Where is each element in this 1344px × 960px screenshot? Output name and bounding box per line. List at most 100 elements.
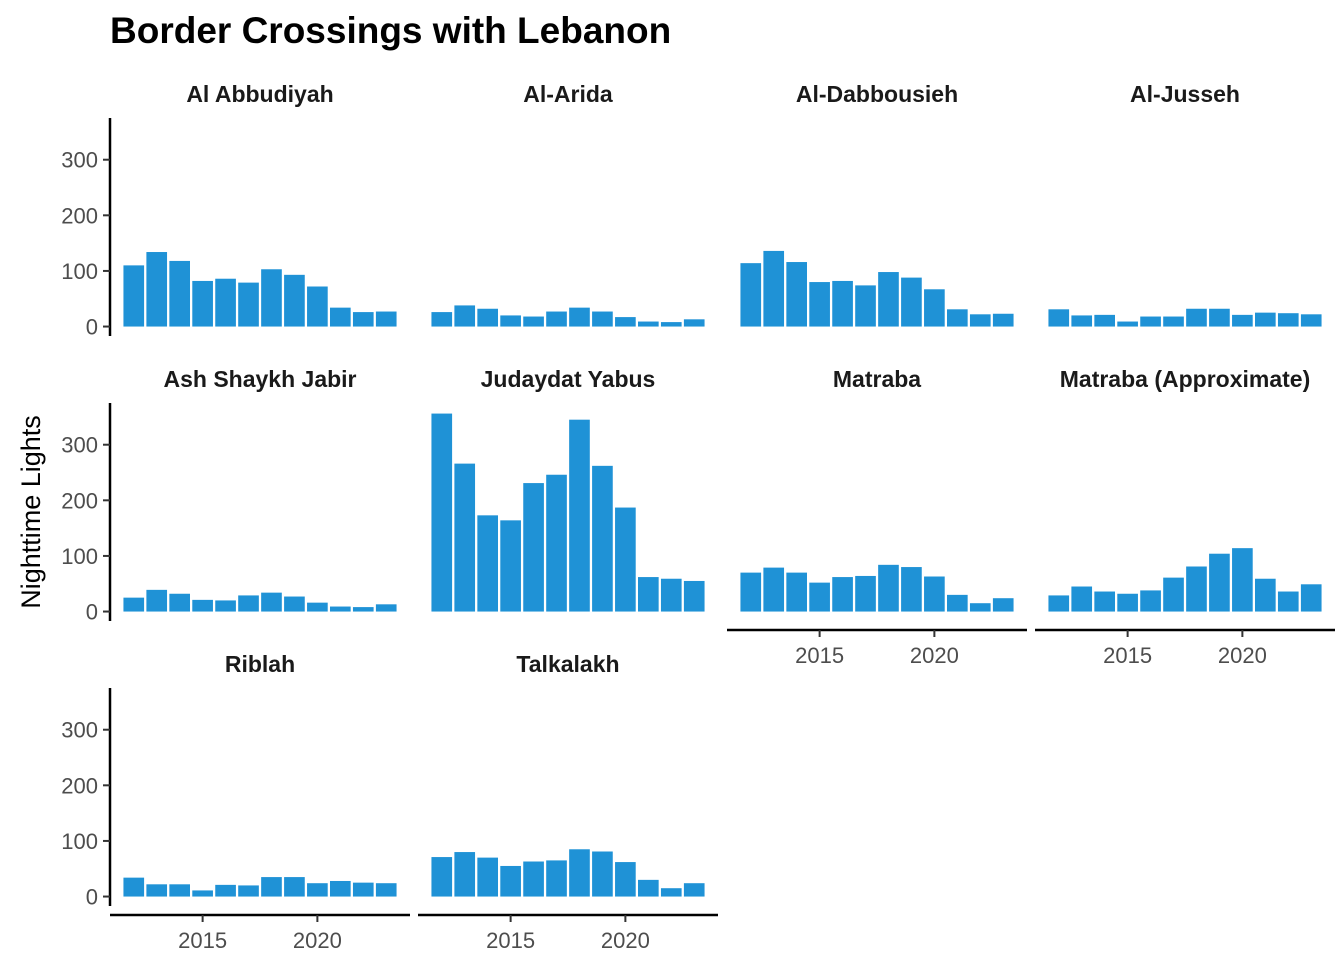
bar-judaydat-yabus-2018 [569,419,590,612]
bar-talkalakh-2021 [638,879,659,897]
bar-al-jusseh-2019 [1209,308,1230,327]
bar-matraba-approximate-2019 [1209,553,1230,612]
bar-talkalakh-2019 [592,851,613,897]
bar-talkalakh-2013 [454,852,476,897]
bar-judaydat-yabus-2020 [615,507,636,612]
bar-riblah-2017 [238,885,259,897]
bar-al-dabbousieh-2013 [763,250,785,327]
bar-matraba-approximate-2017 [1163,577,1184,612]
y-tick-label: 200 [61,203,98,228]
bar-judaydat-yabus-2014 [477,515,498,612]
bar-matraba-2021 [947,594,968,612]
x-tick-label: 2015 [1103,643,1152,668]
y-tick-label: 300 [61,433,98,458]
bar-judaydat-yabus-2016 [523,483,544,612]
bar-al-dabbousieh-2012 [740,263,762,327]
bar-riblah-2019 [284,877,305,897]
bar-judaydat-yabus-2019 [592,465,613,612]
bar-al-dabbousieh-2017 [855,285,876,327]
bar-al-jusseh-2017 [1163,316,1184,327]
bar-ash-shaykh-jabir-2013 [146,589,168,612]
bar-riblah-2023 [375,883,397,897]
bar-matraba-approximate-2016 [1140,590,1161,612]
bar-al-jusseh-2016 [1140,316,1161,327]
bar-al-abbudiyah-2019 [284,274,305,327]
bar-al-jusseh-2015 [1117,321,1138,327]
y-tick-label: 100 [61,829,98,854]
bar-al-arida-2019 [592,311,613,327]
bar-al-dabbousieh-2020 [924,289,945,327]
bar-al-dabbousieh-2016 [832,280,853,327]
x-tick-label: 2015 [795,643,844,668]
bar-matraba-2017 [855,575,876,612]
bar-matraba-approximate-2012 [1048,595,1070,612]
bar-riblah-2015 [192,890,213,897]
bar-al-dabbousieh-2021 [947,309,968,327]
bar-ash-shaykh-jabir-2023 [375,604,397,612]
bar-al-arida-2023 [683,319,705,327]
bar-al-arida-2014 [477,308,498,327]
bar-al-arida-2012 [431,312,453,327]
bar-judaydat-yabus-2017 [546,474,567,612]
bar-al-jusseh-2012 [1048,309,1070,327]
bar-talkalakh-2023 [683,883,705,897]
bar-al-dabbousieh-2023 [992,313,1014,327]
bar-matraba-approximate-2021 [1255,578,1276,612]
y-tick-label: 0 [86,885,98,910]
bar-matraba-approximate-2014 [1094,591,1115,612]
bar-al-jusseh-2023 [1300,314,1322,327]
bar-riblah-2014 [169,884,190,897]
bar-talkalakh-2017 [546,860,567,897]
facet-title-judaydat-yabus: Judaydat Yabus [481,366,656,392]
facet-title-al-abbudiyah: Al Abbudiyah [186,81,333,107]
y-tick-label: 200 [61,488,98,513]
bar-ash-shaykh-jabir-2012 [123,597,145,612]
facet-title-al-dabbousieh: Al-Dabbousieh [796,81,958,107]
bar-al-dabbousieh-2019 [901,277,922,327]
bar-ash-shaykh-jabir-2020 [307,602,328,612]
bar-matraba-2013 [763,567,785,612]
facet-title-al-jusseh: Al-Jusseh [1130,81,1240,107]
bar-matraba-2018 [878,564,899,612]
y-tick-label: 0 [86,600,98,625]
bar-talkalakh-2022 [660,888,682,897]
bar-al-dabbousieh-2014 [786,262,807,327]
bar-riblah-2020 [307,883,328,897]
bar-al-abbudiyah-2017 [238,282,259,327]
bar-al-abbudiyah-2014 [169,260,190,327]
bar-al-arida-2020 [615,317,636,327]
bar-ash-shaykh-jabir-2014 [169,593,190,612]
bar-ash-shaykh-jabir-2017 [238,595,259,612]
bar-al-abbudiyah-2022 [352,312,374,327]
bar-talkalakh-2020 [615,862,636,897]
bar-talkalakh-2014 [477,857,498,897]
x-tick-label: 2020 [910,643,959,668]
facet-title-matraba: Matraba [833,366,921,392]
bar-al-jusseh-2020 [1232,314,1253,327]
x-tick-label: 2020 [601,928,650,953]
bar-judaydat-yabus-2015 [500,520,521,612]
facet-panels: Al Abbudiyah 0 100 200 300 Al-Arida Al-Dabbous… [61,81,1335,953]
bar-al-abbudiyah-2012 [123,265,145,327]
y-tick-label: 0 [86,315,98,340]
bar-matraba-approximate-2015 [1117,593,1138,612]
bar-al-arida-2016 [523,316,544,327]
y-tick-label: 300 [61,148,98,173]
facet-title-ash-shaykh-jabir: Ash Shaykh Jabir [163,366,356,392]
bar-judaydat-yabus-2023 [683,580,705,612]
y-axis-title: Nighttime Lights [16,415,46,609]
bar-talkalakh-2016 [523,861,544,897]
facet-title-matraba-approximate: Matraba (Approximate) [1060,366,1310,392]
bar-al-abbudiyah-2018 [261,269,282,327]
facet-title-talkalakh: Talkalakh [516,651,619,677]
bar-matraba-2016 [832,577,853,612]
bar-riblah-2018 [261,877,282,897]
bar-al-dabbousieh-2015 [809,282,830,327]
bar-al-jusseh-2022 [1277,313,1299,327]
bar-al-abbudiyah-2020 [307,286,328,327]
y-tick-label: 200 [61,773,98,798]
bar-al-dabbousieh-2018 [878,272,899,327]
bar-al-arida-2013 [454,305,476,327]
bar-al-abbudiyah-2013 [146,252,168,327]
